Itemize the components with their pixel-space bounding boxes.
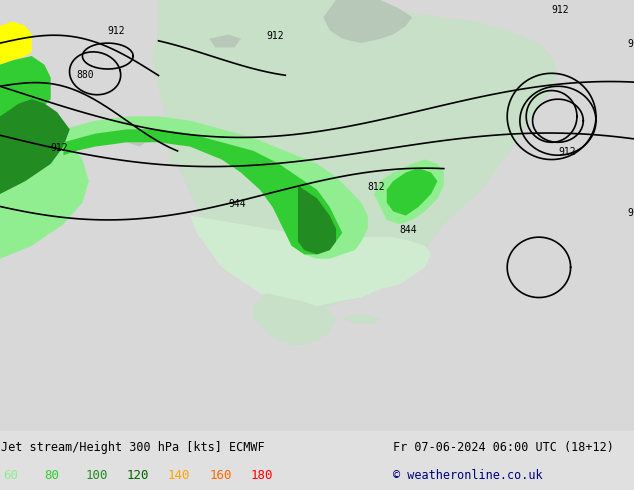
Text: 80: 80 (44, 469, 60, 482)
Polygon shape (165, 0, 539, 164)
Text: 912: 912 (628, 208, 634, 218)
Text: Jet stream/Height 300 hPa [kts] ECMWF: Jet stream/Height 300 hPa [kts] ECMWF (1, 441, 265, 454)
Polygon shape (374, 160, 444, 224)
Text: 812: 812 (368, 182, 385, 192)
Text: 180: 180 (250, 469, 273, 482)
Polygon shape (254, 293, 336, 345)
Polygon shape (57, 117, 368, 259)
Polygon shape (152, 0, 558, 311)
Polygon shape (0, 99, 70, 194)
Text: 912: 912 (108, 26, 126, 36)
Text: 844: 844 (399, 225, 417, 235)
Text: 944: 944 (228, 199, 246, 209)
Text: 912: 912 (558, 147, 576, 157)
Text: 912: 912 (552, 5, 569, 15)
Polygon shape (387, 168, 437, 216)
Polygon shape (63, 129, 342, 254)
Text: Fr 07-06-2024 06:00 UTC (18+12): Fr 07-06-2024 06:00 UTC (18+12) (393, 441, 614, 454)
Text: 60: 60 (3, 469, 18, 482)
Text: 120: 120 (127, 469, 149, 482)
Text: 912: 912 (628, 39, 634, 49)
Text: 912: 912 (266, 31, 284, 41)
Polygon shape (190, 216, 431, 306)
Text: 140: 140 (168, 469, 190, 482)
Text: © weatheronline.co.uk: © weatheronline.co.uk (393, 469, 543, 482)
Text: 160: 160 (209, 469, 231, 482)
Polygon shape (323, 0, 412, 43)
Text: 100: 100 (86, 469, 108, 482)
Polygon shape (298, 185, 336, 254)
Polygon shape (127, 138, 146, 147)
Polygon shape (0, 56, 51, 129)
Text: 912: 912 (51, 143, 68, 153)
Polygon shape (0, 22, 32, 65)
Text: 880: 880 (76, 70, 94, 79)
Polygon shape (342, 315, 380, 323)
Polygon shape (209, 34, 241, 48)
Polygon shape (0, 129, 89, 259)
